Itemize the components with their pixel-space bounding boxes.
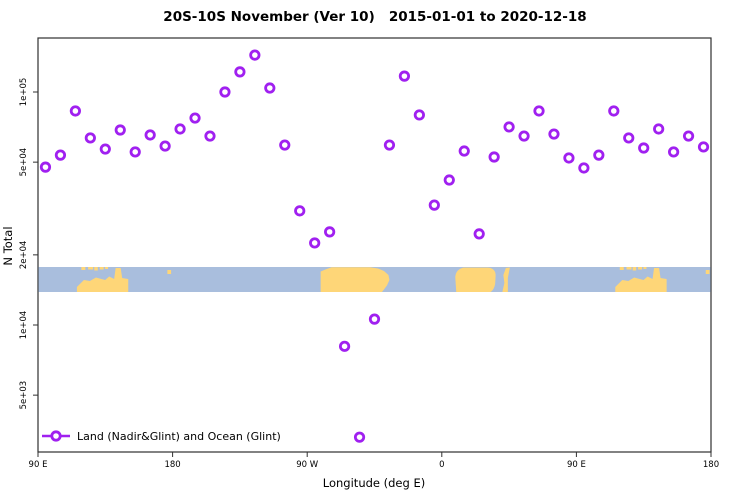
data-point [428,199,440,211]
data-point [623,132,635,144]
data-point [144,129,156,141]
landmass-australia-north-duplicate [615,268,667,292]
data-point [114,124,126,136]
y-tick-label: 2e+04 [19,241,29,270]
plot-frame [37,37,712,453]
data-point [653,123,665,135]
data-point [219,86,231,98]
data-point [174,123,186,135]
data-point [353,431,366,443]
x-axis: 90 E 180 90 W 0 90 E 180 [29,452,719,470]
data-point [338,340,351,352]
data-point [443,174,455,186]
data-point [368,313,381,325]
data-point [39,161,52,173]
y-axis-title: N Total [1,226,15,265]
data-point [398,70,411,82]
data-point [638,142,650,154]
legend-label: Land (Nadir&Glint) and Ocean (Glint) [77,430,281,443]
landmass-indonesia-timor-islands-duplicate [619,267,647,271]
data-point [99,143,111,155]
legend-marker-circle [50,430,62,442]
x-axis-title: Longitude (deg E) [323,476,425,490]
landmass-fiji-islands-duplicate [705,270,710,274]
x-tick-label: 180 [164,460,180,470]
data-point [383,139,396,151]
data-point [682,130,695,142]
latitude-map-band [38,267,711,292]
data-point [608,105,620,117]
y-tick-label: 1e+05 [19,78,29,107]
data-point [309,237,321,249]
data-point [159,140,171,152]
data-point [473,228,485,240]
data-point [578,162,590,174]
data-point [54,149,67,161]
landmass-australia-north [76,268,129,292]
x-tick-label: 90 E [29,460,48,470]
data-point [69,105,81,117]
landmass-africa-south [455,267,496,292]
data-point [129,146,141,158]
landmass-fiji-islands [167,270,172,274]
data-point [533,105,545,117]
data-point [488,151,500,163]
landmass-madagascar [502,267,510,292]
x-tick-label: 90 E [567,460,586,470]
x-tick-label: 90 W [296,460,319,470]
data-point [518,130,530,142]
data-point [279,139,291,151]
data-point [668,146,680,158]
data-point [234,66,246,78]
data-point [458,145,470,157]
landmass-indonesia-timor-islands [81,267,109,271]
chart-title: 20S-10S November (Ver 10) 2015-01-01 to … [163,9,587,25]
data-point [249,49,261,61]
legend: Land (Nadir&Glint) and Ocean (Glint) [42,430,281,443]
y-tick-label: 1e+04 [19,311,29,340]
data-point [204,130,216,142]
landmass-south-america [320,267,390,292]
data-point [189,112,201,124]
data-point [697,141,710,153]
data-point [413,109,425,121]
data-points [39,49,710,443]
data-point [563,152,575,164]
y-tick-label: 5e+04 [19,148,29,177]
x-tick-label: 180 [703,460,719,470]
x-tick-label: 0 [439,460,444,470]
data-point [503,121,515,133]
y-axis: 1e+05 5e+04 2e+04 1e+04 5e+03 [19,78,38,410]
y-tick-label: 5e+03 [19,381,29,410]
data-point [593,149,605,161]
data-point [548,128,560,140]
data-point [84,132,96,144]
data-point [264,82,276,94]
data-point [294,205,306,217]
data-point [324,226,336,238]
